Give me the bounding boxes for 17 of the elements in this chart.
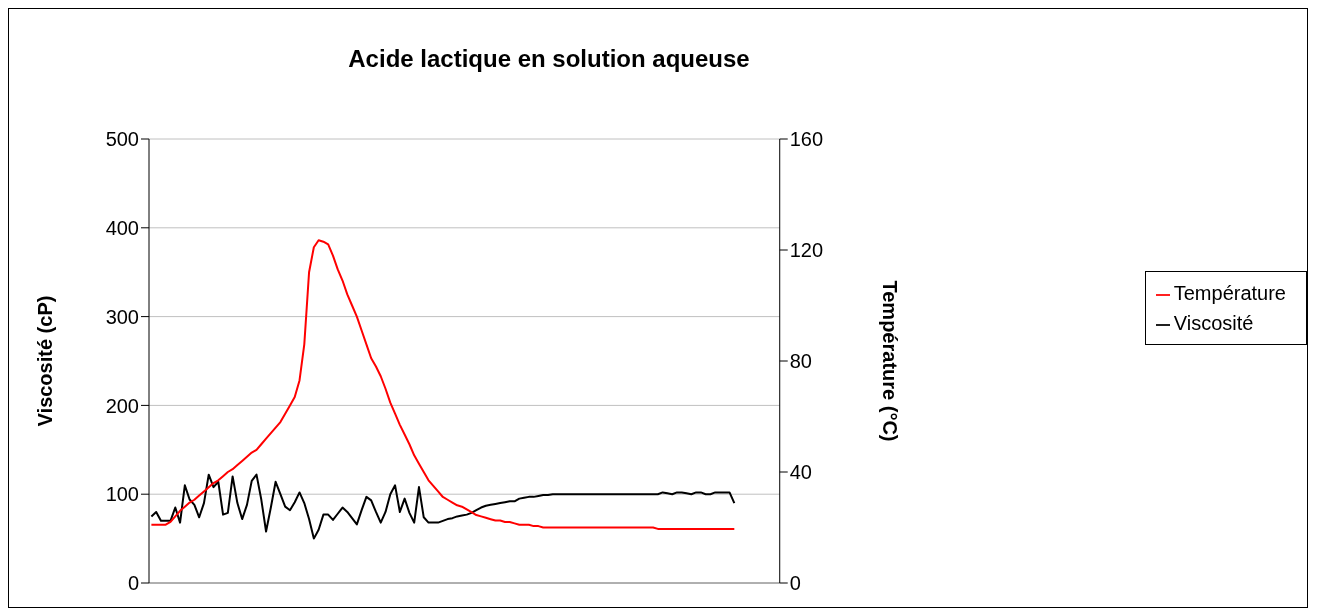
- legend-label: Température: [1173, 282, 1286, 304]
- chart-title: Acide lactique en solution aqueuse: [347, 45, 751, 73]
- y-axis-title: Viscosité (cP): [34, 295, 57, 427]
- y2-tick-label: 40: [789, 461, 812, 484]
- y-tick-label: 100: [105, 483, 139, 506]
- y2-tick-label: 120: [789, 239, 824, 262]
- legend-label: Viscosité: [1173, 312, 1254, 334]
- y-tick-label: 0: [127, 572, 139, 595]
- y-tick-label: 500: [105, 128, 139, 151]
- y-tick-label: 300: [105, 305, 139, 328]
- y2-tick-label: 80: [789, 350, 812, 373]
- y2-tick-label: 160: [789, 128, 824, 151]
- line-series: [150, 239, 736, 530]
- y2-tick-label: 0: [789, 572, 801, 595]
- y2-axis-title: Température (°C): [878, 280, 901, 442]
- y-tick-label: 400: [105, 216, 139, 239]
- y-tick-label: 200: [105, 394, 139, 417]
